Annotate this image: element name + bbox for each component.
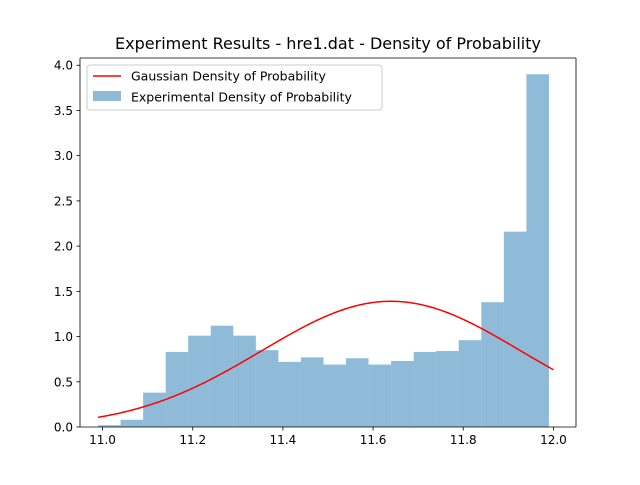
y-tick-label: 4.0 [54, 59, 73, 73]
histogram-bar [233, 335, 256, 427]
histogram-bar [165, 351, 189, 427]
histogram-bar [255, 350, 279, 427]
gaussian-curve-group [97, 300, 554, 419]
x-tick-label: 11.8 [450, 433, 477, 447]
histogram-bar [278, 361, 301, 427]
histogram-bar [143, 392, 166, 427]
histogram-bar [413, 351, 437, 427]
y-tick-label: 1.5 [54, 285, 73, 299]
histogram-bar [503, 231, 527, 427]
x-tick-label: 11.4 [270, 433, 297, 447]
histogram-bar [210, 325, 234, 427]
histogram-bar [526, 74, 549, 427]
y-tick-label: 0.5 [54, 375, 73, 389]
histogram-bar [300, 357, 324, 427]
x-tick-label: 11.6 [360, 433, 387, 447]
histogram-bar [436, 351, 459, 427]
x-tick-label: 11.0 [89, 433, 116, 447]
histogram-bar [346, 358, 369, 427]
histogram-bar [458, 340, 482, 427]
y-axis-ticks: 0.0 0.5 1.0 1.5 2.0 2.5 3.0 3.5 4.0 [54, 59, 80, 435]
y-tick-label: 0.0 [54, 421, 73, 435]
y-tick-label: 3.0 [54, 149, 73, 163]
y-tick-label: 2.5 [54, 194, 73, 208]
y-tick-label: 1.0 [54, 330, 73, 344]
x-axis-ticks: 11.0 11.2 11.4 11.6 11.8 12.0 [89, 427, 567, 447]
gaussian-curve [97, 300, 554, 419]
histogram-bar [481, 302, 504, 427]
chart-title: Experiment Results - hre1.dat - Density … [115, 34, 541, 53]
histogram-bars [98, 74, 549, 427]
legend: Gaussian Density of Probability Experime… [86, 64, 383, 111]
histogram-bar [391, 360, 414, 427]
histogram-bar [368, 364, 392, 427]
histogram-bar [120, 419, 144, 427]
histogram-bar [98, 425, 121, 427]
axes [79, 57, 577, 428]
histogram-bar [188, 335, 211, 427]
legend-histogram-swatch [93, 91, 121, 101]
x-tick-label: 11.2 [179, 433, 206, 447]
legend-gaussian-label: Gaussian Density of Probability [131, 69, 327, 84]
x-tick-label: 12.0 [540, 433, 567, 447]
y-tick-label: 2.0 [54, 240, 73, 254]
legend-histogram-label: Experimental Density of Probability [131, 90, 353, 105]
y-tick-label: 3.5 [54, 104, 73, 118]
legend-frame [86, 64, 383, 111]
histogram-bar [323, 364, 347, 427]
